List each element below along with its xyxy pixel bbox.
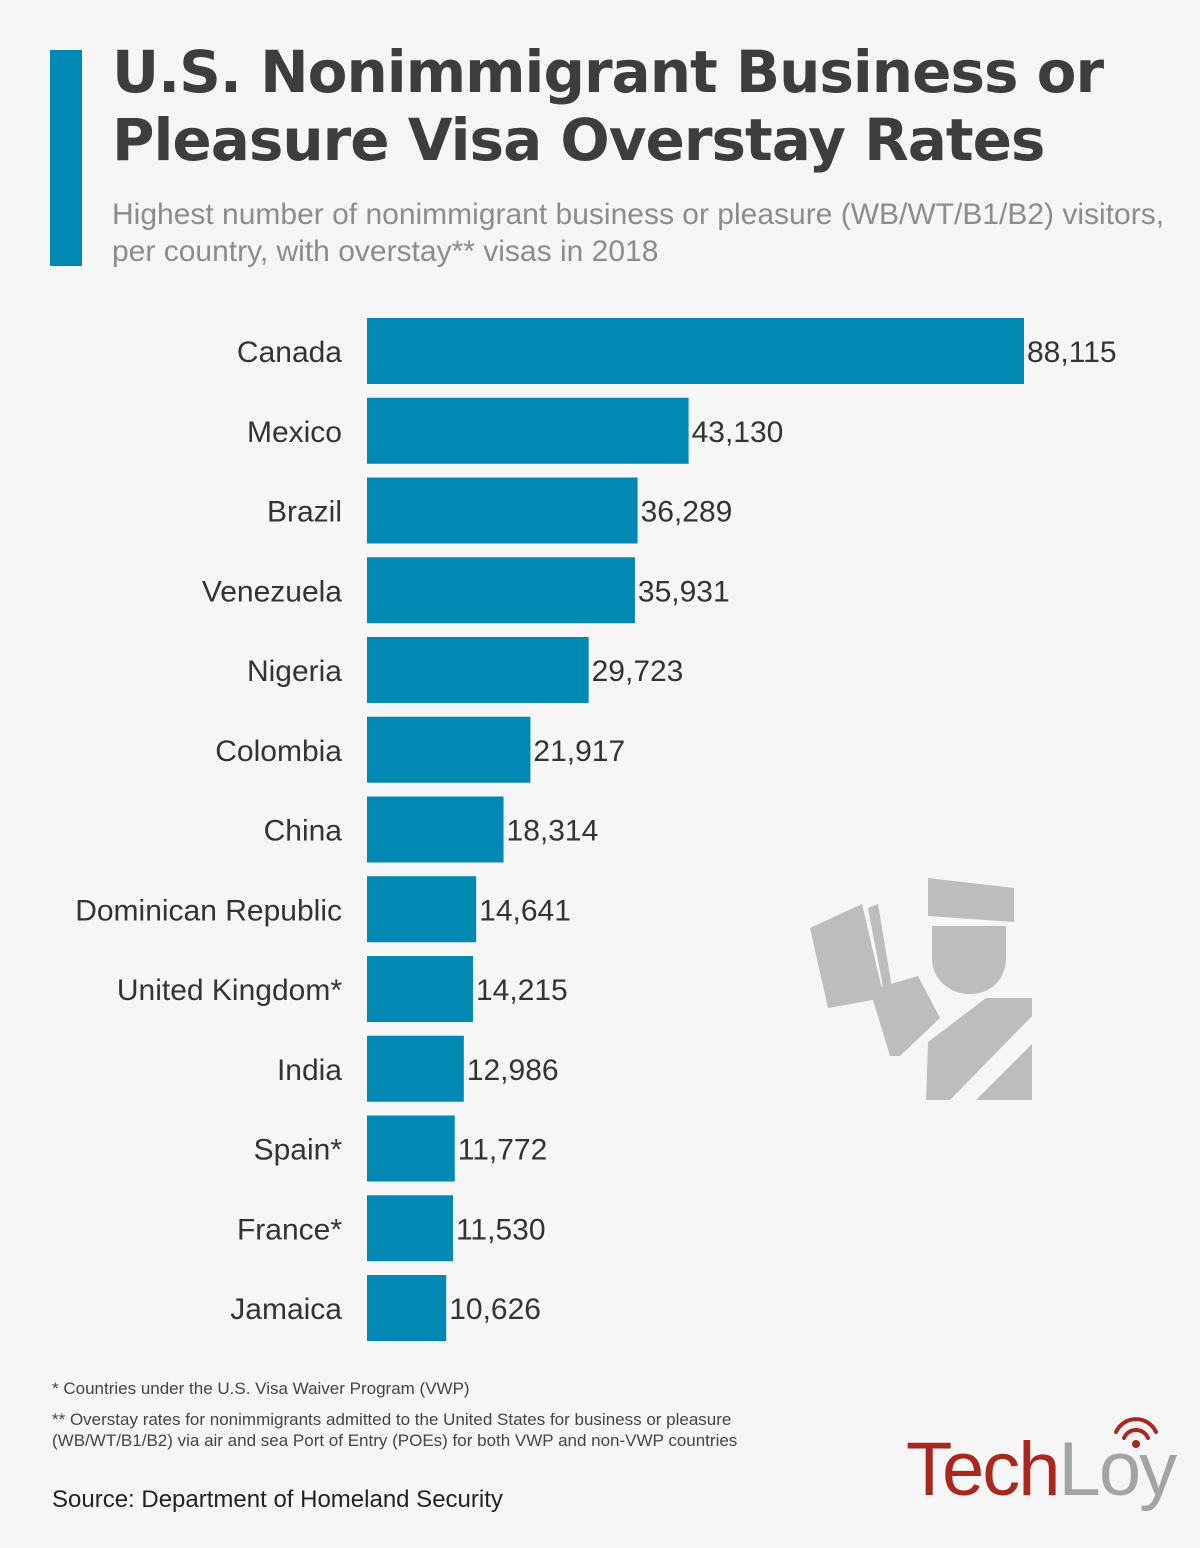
source-credit: Source: Department of Homeland Security	[52, 1486, 503, 1513]
bar	[367, 716, 531, 783]
bar	[367, 796, 504, 863]
value-label: 36,289	[641, 496, 733, 529]
bar	[367, 1275, 447, 1341]
bar	[367, 318, 1024, 384]
bar	[367, 1115, 455, 1182]
value-label: 14,641	[479, 894, 571, 927]
title-accent-bar	[50, 50, 82, 266]
value-label: 10,626	[449, 1293, 541, 1326]
category-label: Dominican Republic	[75, 894, 342, 927]
value-label: 18,314	[507, 815, 599, 848]
logo-wordmark: TechLoy	[906, 1427, 1178, 1512]
page-title: U.S. Nonimmigrant Business or Pleasure V…	[112, 38, 1104, 174]
value-label: 14,215	[476, 974, 568, 1007]
category-label: Jamaica	[230, 1293, 342, 1326]
customs-officer-icon	[810, 878, 1032, 1100]
category-label: Spain*	[254, 1134, 343, 1167]
value-label: 88,115	[1027, 336, 1117, 369]
category-label: India	[277, 1054, 342, 1087]
wifi-signal-icon	[1114, 1417, 1158, 1448]
value-label: 11,530	[456, 1213, 546, 1246]
bar	[367, 637, 589, 703]
category-label: Venezuela	[202, 575, 342, 608]
bar	[367, 397, 689, 464]
footnote-overstay: ** Overstay rates for nonimmigrants admi…	[52, 1410, 738, 1450]
value-label: 21,917	[533, 735, 625, 768]
bar	[367, 1035, 464, 1102]
techloy-logo: TechLoy	[900, 1410, 1180, 1520]
page-subtitle: Highest number of nonimmigrant business …	[112, 198, 1165, 268]
value-label: 43,130	[692, 416, 784, 449]
category-label: Nigeria	[247, 655, 342, 688]
footnote-vwp: * Countries under the U.S. Visa Waiver P…	[52, 1379, 470, 1398]
footnotes: * Countries under the U.S. Visa Waiver P…	[52, 1378, 752, 1451]
category-label: United Kingdom*	[117, 974, 342, 1007]
bar	[367, 477, 638, 544]
logo-tech: Tech	[906, 1427, 1061, 1512]
category-label: China	[264, 815, 343, 848]
value-label: 35,931	[638, 575, 730, 608]
logo-loy: Loy	[1058, 1427, 1178, 1512]
bar	[367, 876, 477, 943]
category-label: Brazil	[267, 496, 342, 529]
value-label: 12,986	[467, 1054, 559, 1087]
value-label: 11,772	[458, 1134, 548, 1167]
category-label: Canada	[237, 336, 342, 369]
category-label: Mexico	[247, 416, 342, 449]
bar	[367, 956, 473, 1022]
category-label: France*	[237, 1213, 342, 1246]
bar	[367, 1195, 453, 1262]
category-label: Colombia	[215, 735, 342, 768]
bar-chart: Canada 88,115 Mexico 43,130 Brazil 36,289 Vene…	[75, 318, 1117, 1341]
value-label: 29,723	[592, 655, 684, 688]
bar	[367, 557, 635, 624]
